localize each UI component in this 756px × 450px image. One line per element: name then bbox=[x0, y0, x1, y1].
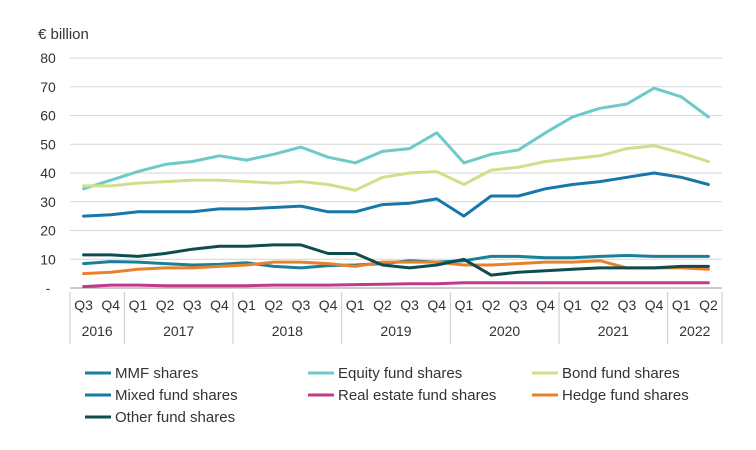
x-year-label: 2021 bbox=[598, 323, 629, 339]
y-tick-label: 30 bbox=[40, 194, 56, 210]
x-tick-label: Q1 bbox=[672, 297, 691, 313]
x-tick-label: Q1 bbox=[129, 297, 148, 313]
x-tick-label: Q2 bbox=[699, 297, 718, 313]
x-tick-label: Q4 bbox=[536, 297, 555, 313]
x-year-label: 2020 bbox=[489, 323, 520, 339]
x-tick-label: Q3 bbox=[618, 297, 637, 313]
legend-label-bond-fund-shares: Bond fund shares bbox=[562, 365, 680, 382]
unit-label: € billion bbox=[38, 26, 89, 43]
y-tick-label: 60 bbox=[40, 108, 56, 124]
legend-label-equity-fund-shares: Equity fund shares bbox=[338, 365, 462, 382]
x-tick-label: Q1 bbox=[563, 297, 582, 313]
y-tick-label: 70 bbox=[40, 79, 56, 95]
series-line-bond-fund-shares bbox=[82, 144, 710, 192]
x-tick-label: Q4 bbox=[645, 297, 664, 313]
series-line-hedge-fund-shares bbox=[82, 259, 710, 276]
legend-label-other-fund-shares: Other fund shares bbox=[115, 409, 235, 426]
x-tick-label: Q2 bbox=[590, 297, 609, 313]
series-line-other-fund-shares bbox=[82, 243, 710, 277]
series-line-real-estate-fund-shares bbox=[82, 281, 710, 289]
x-tick-label: Q3 bbox=[74, 297, 93, 313]
y-tick-label: 20 bbox=[40, 223, 56, 239]
legend: MMF shares Equity fund shares Bond fund sh… bbox=[85, 365, 689, 426]
legend-label-real-estate-fund-shares: Real estate fund shares bbox=[338, 387, 496, 404]
x-tick-label: Q2 bbox=[264, 297, 283, 313]
legend-label-mixed-fund-shares: Mixed fund shares bbox=[115, 387, 238, 404]
grid-lines bbox=[70, 57, 722, 260]
x-tick-label: Q4 bbox=[101, 297, 120, 313]
x-tick-label: Q1 bbox=[237, 297, 256, 313]
x-axis: Q3 Q4 Q1 Q2 Q3 Q4 Q1 Q2 Q3 Q4 Q1 Q2 Q3 Q4 Q1 Q2 Q3 Q4 Q1 Q2… bbox=[69, 287, 723, 344]
x-tick-label: Q1 bbox=[346, 297, 365, 313]
x-year-label: 2019 bbox=[380, 323, 411, 339]
series-line-mixed-fund-shares bbox=[82, 171, 710, 218]
x-year-label: 2016 bbox=[82, 323, 113, 339]
x-tick-label: Q2 bbox=[156, 297, 175, 313]
x-tick-label: Q3 bbox=[400, 297, 419, 313]
legend-label-mmf-shares: MMF shares bbox=[115, 365, 198, 382]
x-tick-label: Q2 bbox=[482, 297, 501, 313]
x-tick-label: Q3 bbox=[509, 297, 528, 313]
series-lines bbox=[82, 86, 710, 289]
x-year-label: 2017 bbox=[163, 323, 194, 339]
x-year-label: 2022 bbox=[679, 323, 710, 339]
x-tick-label: Q4 bbox=[427, 297, 446, 313]
x-tick-label: Q3 bbox=[292, 297, 311, 313]
x-year-label: 2018 bbox=[272, 323, 303, 339]
y-tick-label: 50 bbox=[40, 136, 56, 152]
x-tick-label: Q4 bbox=[319, 297, 338, 313]
y-tick-label: 40 bbox=[40, 165, 56, 181]
x-tick-label: Q2 bbox=[373, 297, 392, 313]
y-tick-label: - bbox=[46, 280, 51, 296]
x-tick-label: Q3 bbox=[183, 297, 202, 313]
x-tick-label: Q4 bbox=[210, 297, 229, 313]
y-tick-label: 80 bbox=[40, 50, 56, 66]
y-axis-ticks: - 10 20 30 40 50 60 70 80 bbox=[40, 50, 56, 296]
y-tick-label: 10 bbox=[40, 251, 56, 267]
x-tick-label: Q1 bbox=[455, 297, 474, 313]
series-line-equity-fund-shares bbox=[82, 86, 710, 191]
legend-label-hedge-fund-shares: Hedge fund shares bbox=[562, 387, 689, 404]
